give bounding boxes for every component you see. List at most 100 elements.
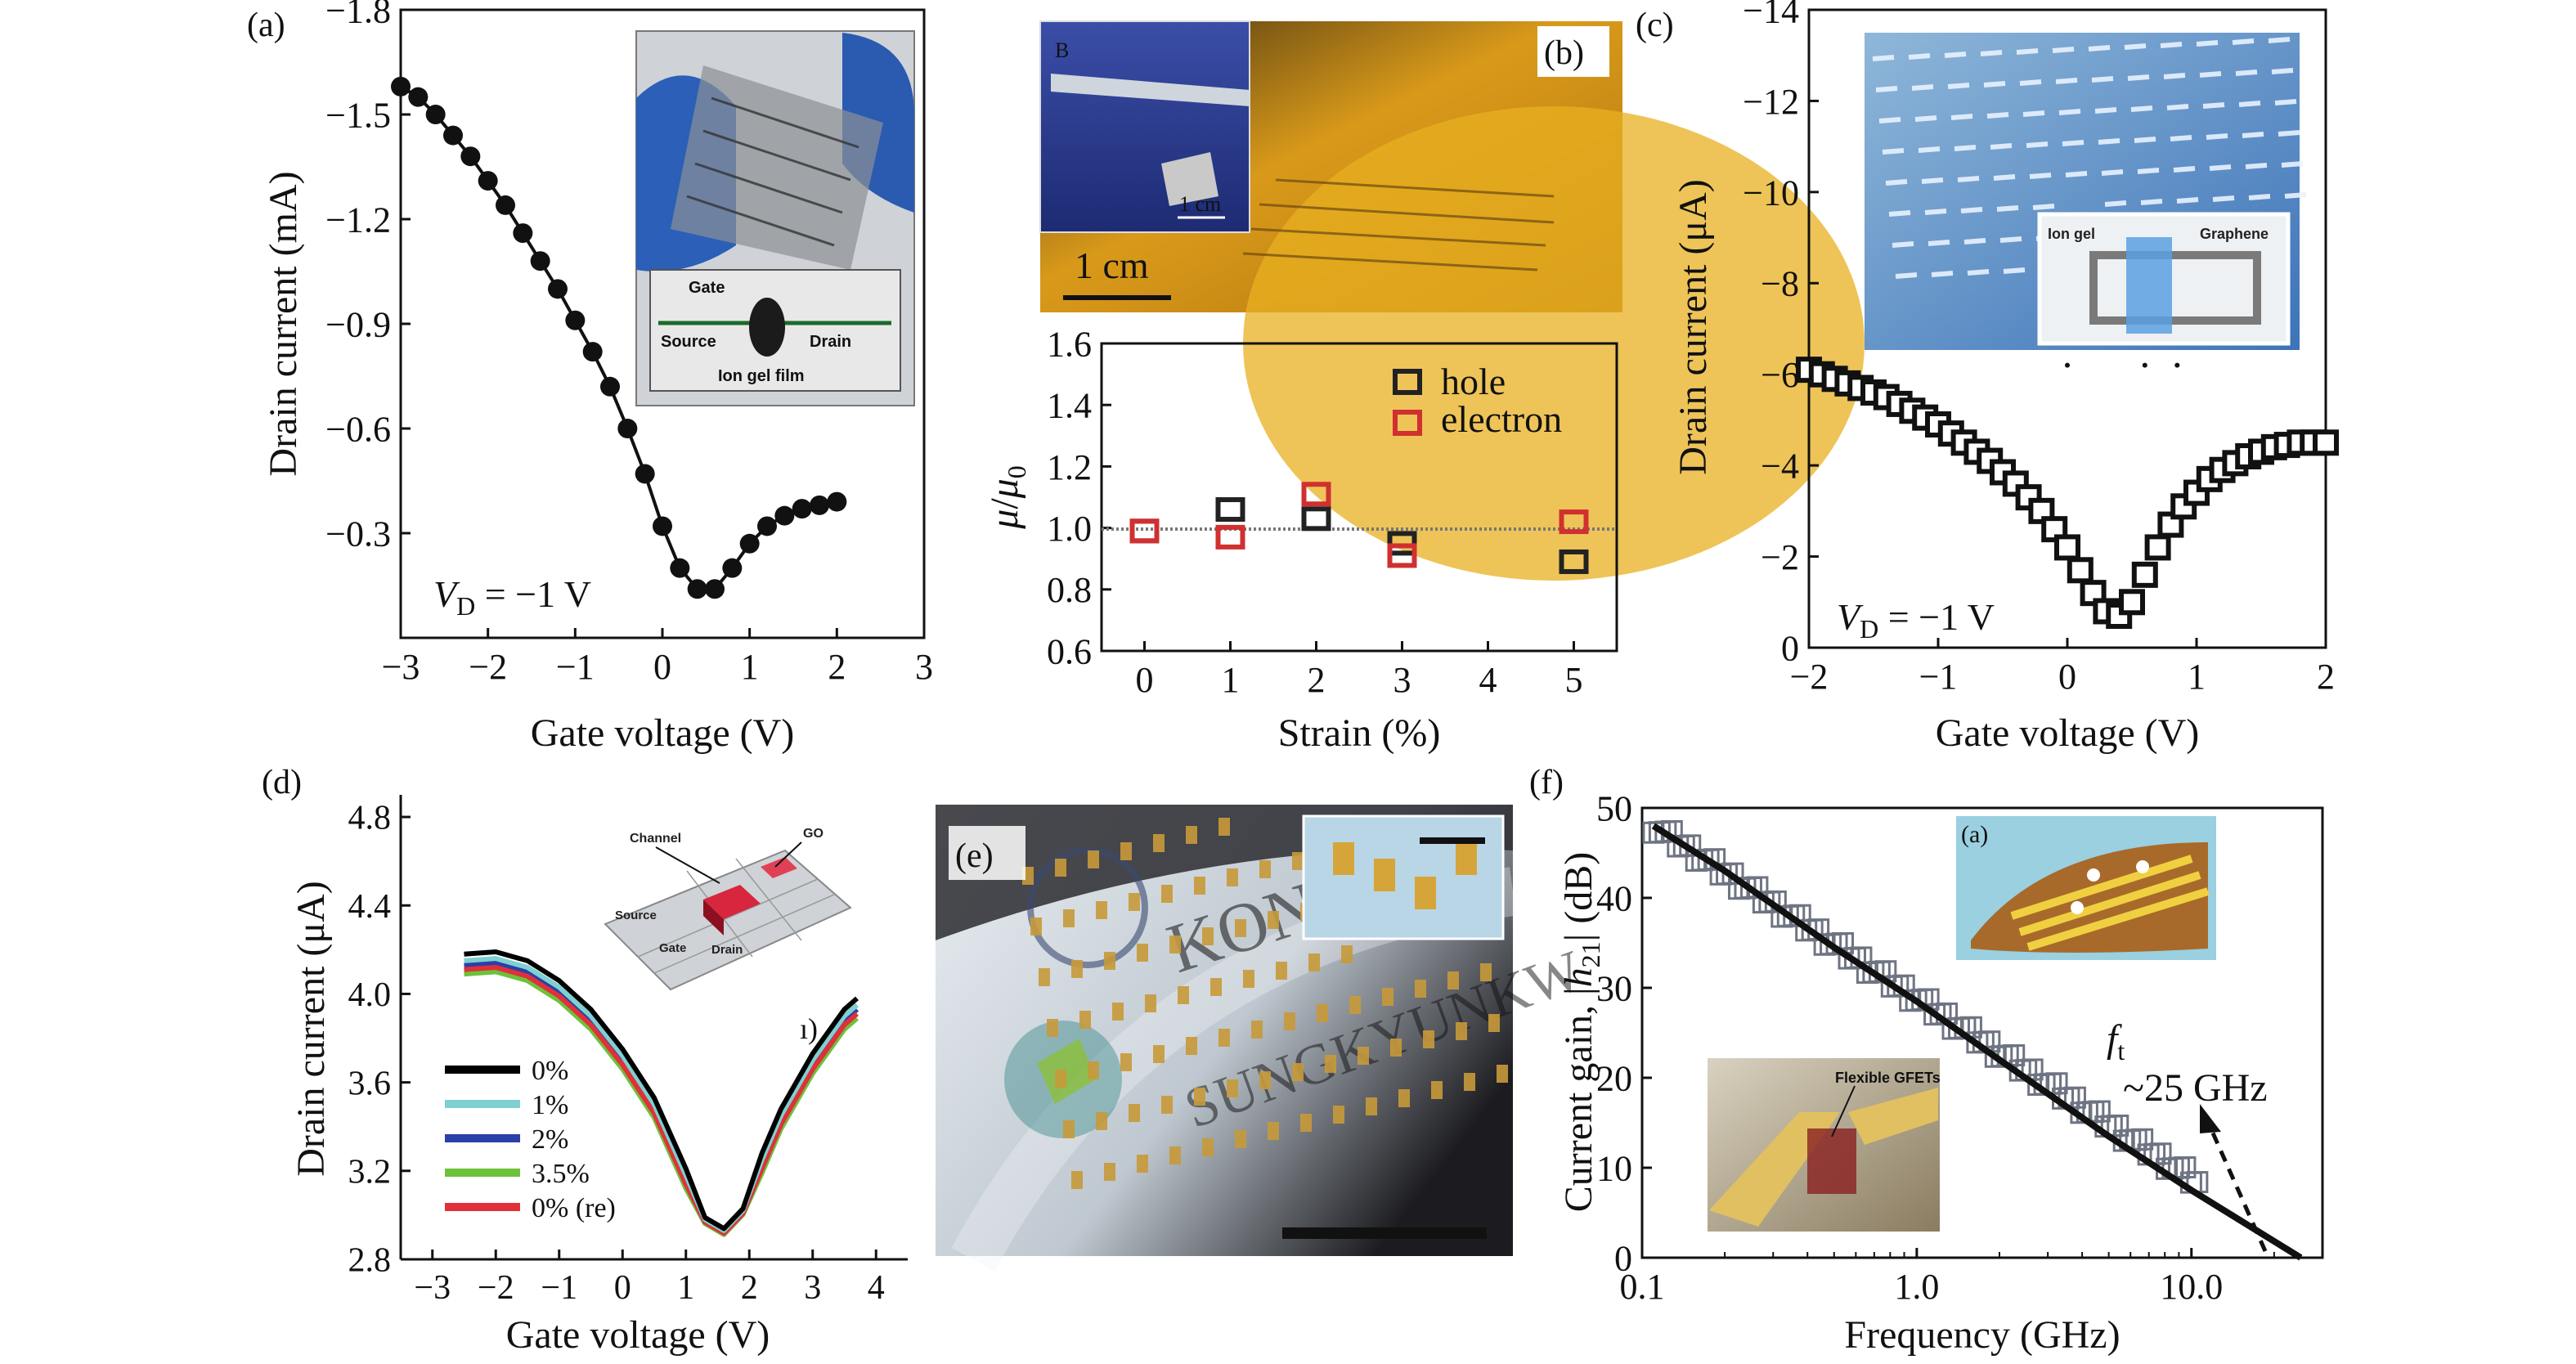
panel-c-photo-dash	[2271, 68, 2294, 74]
panel-a-point	[391, 76, 411, 96]
panel-b-series	[1129, 482, 1589, 574]
panel-b-y-tick-label: 1.0	[1047, 509, 1092, 549]
panel-b-point-hole	[1559, 549, 1589, 574]
panel-e-pad	[1259, 1071, 1271, 1089]
panel-e-pad	[1366, 1097, 1377, 1115]
panel-c-photo-dash	[2058, 109, 2081, 115]
panel-c-photo-dash	[1967, 269, 1990, 276]
panel-f-inset-device: (a)	[1956, 816, 2216, 960]
panel-d-y-tick-label: 3.6	[348, 1065, 392, 1102]
panel-b-point-hole	[1301, 506, 1331, 532]
panel-c-y-tick-label: −4	[1761, 446, 1799, 487]
panel-b-x-tick-label: 5	[1565, 660, 1583, 700]
panel-c-point	[2313, 429, 2339, 456]
panel-b-inset-scale: 1 cm	[1179, 192, 1221, 216]
panel-e-pad	[1268, 1122, 1279, 1140]
panel-e-pad	[1079, 1011, 1091, 1029]
panel-f-xlabel: Frequency (GHz)	[1844, 1313, 2120, 1357]
panel-e-pad	[1488, 1014, 1500, 1032]
panel-a-axes: −3 −2 −1 0 1 2 3 −1.8 −1.5 −1.2 −0.9 −0.6 −0.3	[325, 0, 933, 687]
panel-e-pad	[1055, 1070, 1066, 1088]
panel-d-ylabel: Drain current (μA)	[289, 881, 333, 1177]
panel-e-pad	[1218, 1029, 1230, 1047]
panel-c-photo-dash	[1908, 53, 1931, 60]
panel-e-pad	[1104, 952, 1115, 970]
panel-e-pad	[1137, 1155, 1148, 1173]
panel-e-pad	[1169, 1146, 1181, 1164]
legend-electron-marker	[1393, 410, 1422, 436]
panel-e-pad	[1145, 994, 1156, 1012]
panel-a-x-tick-label: −3	[382, 647, 420, 687]
panel-c-x-tick-label: −2	[1790, 657, 1829, 697]
panel-f-x-tick-label: 1.0	[1894, 1267, 1939, 1307]
panel-d-legend-label: 3.5%	[532, 1159, 590, 1189]
panel-f: (f) 0.1 1.0 10.0 0 10 20 30 40 50 (a) Flexible G…	[1529, 764, 2324, 1357]
panel-f-arrow-head	[2200, 1104, 2221, 1133]
panel-a-xlabel: Gate voltage (V)	[531, 711, 795, 755]
panel-b-y-tick-label: 1.2	[1047, 447, 1092, 487]
panel-e-pad	[1088, 850, 1099, 868]
panel-c-axes: −2 −1 0 1 2−14−12−10−8−6−4−20	[1743, 0, 2335, 697]
panel-e-pad	[1186, 826, 1197, 844]
panel-b-xlabel: Strain (%)	[1278, 711, 1441, 755]
panel-e-pad	[1235, 919, 1246, 937]
panel-c-x-tick-label: 1	[2188, 657, 2206, 697]
panel-c-photo-dash	[2003, 267, 2026, 274]
panel-d-series-0-	[464, 949, 859, 1232]
panel-c-photo-dash	[1990, 143, 2013, 150]
panel-e-pad	[1415, 980, 1426, 998]
panel-c-photo-dash	[1931, 271, 1954, 277]
panel-b-x-tick-label: 2	[1308, 660, 1326, 700]
panel-e-pad	[1243, 970, 1254, 988]
panel-c-point	[2131, 561, 2158, 588]
panel-e-pad	[1358, 1047, 1369, 1065]
legend-hole-marker	[1393, 369, 1422, 395]
panel-e-pad	[1120, 842, 1132, 860]
panel-d-xlabel: Gate voltage (V)	[506, 1313, 770, 1357]
inset-c-graphene: Graphene	[2200, 226, 2269, 242]
panel-e-pad	[1129, 1104, 1140, 1122]
panel-c-photo-dash	[2238, 101, 2261, 107]
panel-e-pad	[1235, 1130, 1246, 1148]
panel-c-photo-dash	[2268, 37, 2291, 43]
panel-d-marker-i: ı)	[800, 1012, 818, 1045]
panel-a-point	[617, 419, 638, 438]
panel-b-label: (b)	[1544, 34, 1584, 72]
panel-c-dot	[2142, 362, 2147, 368]
panel-f-x-tick-label: 10.0	[2160, 1267, 2223, 1307]
panel-b-ylabel: μ/μ0	[983, 465, 1031, 530]
panel-d-x-tick-label: 2	[741, 1269, 758, 1307]
panel-a-x-tick-label: 3	[915, 647, 933, 687]
panel-b-inset-label: B	[1055, 38, 1069, 62]
panel-b-axes: 0 1 2 3 4 5 0.6 0.8 1.0 1.2 1.4 1.6	[1047, 324, 1583, 700]
panel-e-pad	[1210, 978, 1222, 996]
panel-a-point	[513, 223, 533, 244]
legend-electron: electron	[1441, 398, 1562, 440]
panel-f-y-tick-label: 20	[1596, 1058, 1632, 1098]
panel-c-photo-dash	[2098, 138, 2120, 145]
panel-c-label: (c)	[1636, 7, 1674, 44]
panel-e-pad	[1039, 968, 1050, 986]
panel-e-pad	[1423, 1030, 1434, 1048]
panel-d-inset: Channel GO Source Gate Drain	[604, 827, 852, 991]
panel-e-pad	[1178, 986, 1189, 1004]
panel-f-inset-label: (a)	[1961, 821, 1988, 848]
panel-e-pad	[1104, 1163, 1115, 1181]
panel-c-photo-dash	[2026, 141, 2049, 148]
panel-f-ylabel: Current gain, |h21| (dB)	[1557, 852, 1605, 1212]
panel-c-photo-dash	[2055, 78, 2078, 84]
panel-c-inset-photo: Ion gel Graphene	[1865, 33, 2307, 350]
panel-e-label: (e)	[955, 837, 994, 875]
inset-a-source: Source	[661, 333, 716, 351]
panel-a-label: (a)	[247, 7, 285, 44]
panel-b-y-tick-label: 1.6	[1047, 324, 1092, 364]
panel-d-legend-label: 0%	[532, 1056, 568, 1086]
panel-e-pad	[1497, 1065, 1508, 1083]
panel-e-pad	[1161, 1096, 1173, 1114]
panel-c-photo-dash	[1950, 114, 1973, 120]
panel-f-annotation-ft: ft	[2107, 1017, 2125, 1066]
panel-c-photo-dash	[2065, 171, 2088, 177]
panel-b-y-tick-label: 1.4	[1047, 386, 1092, 426]
panel-c-point	[2119, 589, 2145, 616]
